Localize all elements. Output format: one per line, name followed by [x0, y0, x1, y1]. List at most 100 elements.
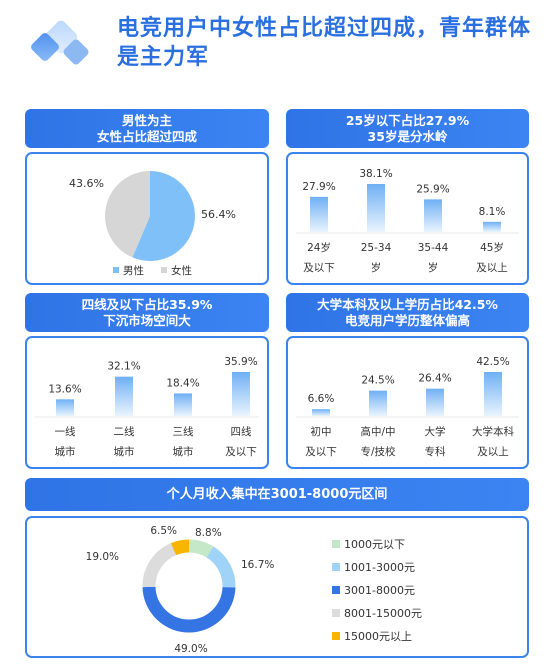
gender-panel: 56.4% 43.6% 男性 女性: [25, 152, 269, 285]
gender-header: 男性为主 女性占比超过四成: [25, 109, 269, 148]
category-label: 45岁: [480, 241, 504, 254]
bar: [174, 393, 192, 416]
category-label: 城市: [55, 445, 76, 458]
edu-header-line2: 电竞用户学历整体偏高: [344, 312, 470, 328]
bar: [115, 376, 133, 416]
category-label: 大学本科: [472, 425, 514, 438]
bar-value-label: 35.9%: [224, 356, 257, 368]
income-header-text: 个人月收入集中在3001-8000元区间: [166, 486, 388, 502]
bar-value-label: 6.6%: [308, 393, 335, 405]
category-label: 岁: [371, 261, 382, 274]
donut-value-label: 8.8%: [195, 527, 222, 539]
legend-swatch: [113, 267, 119, 273]
category-label: 及以下: [303, 262, 335, 274]
category-label: 初中: [311, 425, 332, 438]
donut-segment-1: [142, 539, 236, 633]
category-label: 二线: [114, 425, 135, 438]
income-header: 个人月收入集中在3001-8000元区间: [25, 478, 529, 511]
category-label: 及以下: [225, 446, 257, 458]
donut-segment-4: [142, 539, 236, 633]
bar-value-label: 38.1%: [359, 168, 392, 180]
category-label: 岁: [428, 261, 439, 274]
bar: [426, 388, 444, 416]
age-header-line2: 35岁是分水岭: [367, 128, 448, 144]
bar-value-label: 13.6%: [48, 383, 81, 395]
gender-header-line2: 女性占比超过四成: [96, 128, 197, 144]
category-label: 一线: [55, 425, 76, 438]
category-label: 大学: [425, 425, 446, 438]
legend-label: 女性: [171, 264, 192, 277]
category-label: 三线: [173, 425, 194, 438]
category-label: 四线: [231, 425, 252, 438]
legend-label: 3001-8000元: [344, 584, 415, 597]
category-label: 及以下: [305, 446, 337, 458]
donut-value-label: 6.5%: [150, 525, 177, 537]
category-label: 专/技校: [360, 445, 396, 458]
legend-label: 男性: [123, 264, 144, 277]
bar: [312, 409, 330, 416]
bar: [232, 372, 250, 416]
category-label: 专科: [425, 445, 446, 458]
age-panel: 27.9% 24岁及以下 38.1% 25-34 岁 25.9% 35-44 岁 8.1% 45岁…: [286, 152, 529, 285]
page-title: 电竞用户中女性占比超过四成，青年群体是主力军: [117, 16, 532, 70]
bar: [483, 221, 501, 232]
category-label: 25-34: [361, 242, 392, 254]
bar-value-label: 25.9%: [416, 183, 449, 195]
legend-swatch: [332, 563, 340, 571]
category-label: 24岁: [307, 241, 331, 254]
legend-swatch: [332, 632, 340, 640]
income-panel: 8.8% 16.7% 49.0% 19.0% 6.5% 1000元以下 1001-3000元…: [25, 516, 529, 658]
category-label: 城市: [173, 445, 194, 458]
legend-swatch: [332, 609, 340, 617]
pie-value-label: 43.6%: [69, 177, 104, 190]
legend-swatch: [332, 586, 340, 594]
pie-slice-1: [105, 171, 150, 258]
category-label: 城市: [114, 445, 135, 458]
bar-value-label: 27.9%: [302, 181, 335, 193]
bar-value-label: 24.5%: [361, 375, 394, 387]
legend-label: 8001-15000元: [344, 607, 422, 620]
bar-value-label: 32.1%: [107, 361, 140, 373]
legend-label: 15000元以上: [344, 630, 412, 643]
bar-value-label: 26.4%: [418, 373, 451, 385]
donut-segment-3: [142, 539, 236, 633]
gender-header-line1: 男性为主: [121, 112, 172, 128]
category-label: 及以上: [476, 262, 508, 274]
legend-label: 1001-3000元: [344, 561, 415, 574]
edu-header: 大学本科及以上学历占比42.5% 电竞用户学历整体偏高: [286, 293, 529, 332]
bar-value-label: 42.5%: [476, 356, 509, 368]
bar-value-label: 18.4%: [166, 377, 199, 389]
legend-swatch: [332, 540, 340, 548]
bar: [367, 184, 385, 232]
donut-value-label: 19.0%: [86, 551, 119, 563]
pie-slice-0: [132, 171, 195, 261]
bar: [424, 199, 442, 232]
gender-pie-chart: 56.4% 43.6% 男性 女性: [69, 171, 236, 277]
logo-icon: [31, 20, 89, 65]
bar: [484, 372, 502, 416]
pie-value-label: 56.4%: [201, 208, 236, 221]
category-label: 35-44: [418, 242, 449, 254]
edu-header-line1: 大学本科及以上学历占比42.5%: [317, 296, 498, 312]
city-header-line1: 四线及以下占比35.9%: [81, 296, 213, 312]
city-header: 四线及以下占比35.9% 下沉市场空间大: [25, 293, 269, 332]
legend-label: 1000元以下: [344, 538, 405, 551]
bar: [369, 390, 387, 416]
bar: [56, 399, 74, 416]
income-donut-chart: 8.8% 16.7% 49.0% 19.0% 6.5% 1000元以下 1001-3000元…: [86, 525, 422, 655]
age-header: 25岁以下占比27.9% 35岁是分水岭: [286, 109, 529, 148]
category-label: 高中/中: [360, 425, 395, 438]
donut-value-label: 49.0%: [174, 643, 207, 655]
age-header-line1: 25岁以下占比27.9%: [345, 112, 470, 128]
category-label: 及以上: [477, 446, 509, 458]
edu-panel: 6.6% 初中及以下 24.5% 高中/中专/技校 26.4% 大学专科 42.5% 大学本科…: [286, 336, 529, 469]
bar: [310, 196, 328, 232]
city-panel: 13.6% 一线城市 32.1% 二线城市 18.4% 三线城市 35.9% 四线及以下: [25, 336, 269, 469]
city-header-line2: 下沉市场空间大: [103, 312, 191, 328]
bar-value-label: 8.1%: [479, 206, 506, 218]
legend-swatch: [161, 267, 167, 273]
donut-value-label: 16.7%: [241, 559, 274, 571]
